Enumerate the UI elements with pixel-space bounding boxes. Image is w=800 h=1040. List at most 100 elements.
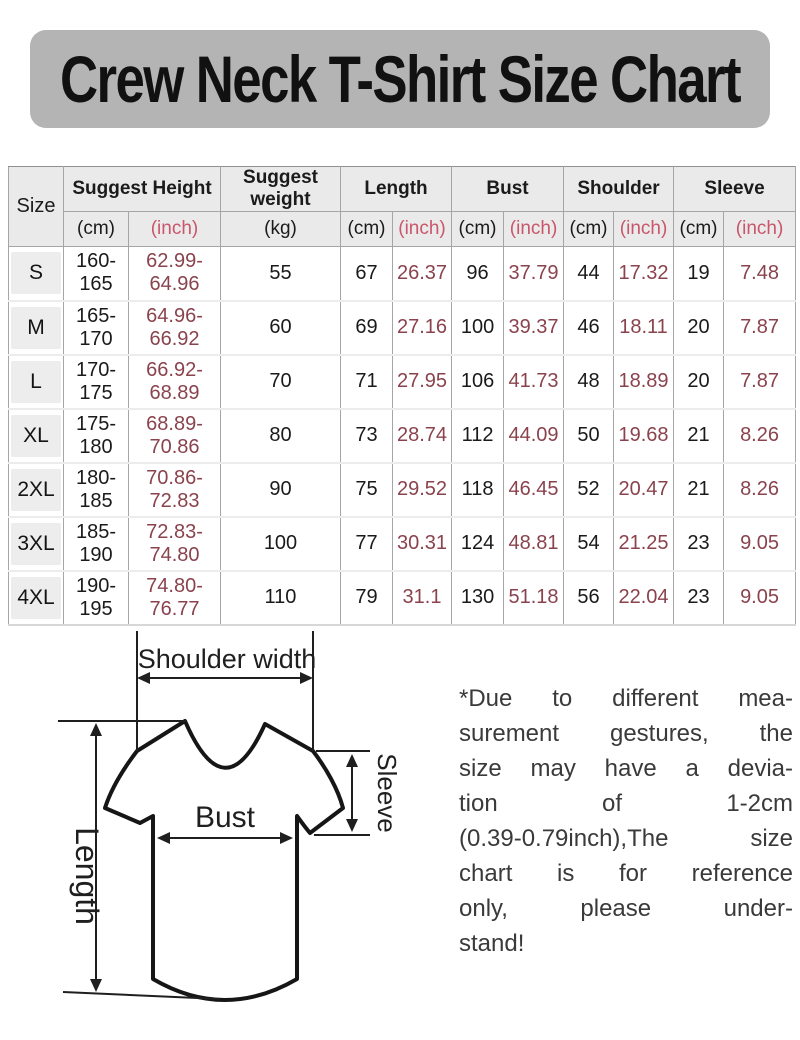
subheader-shoulder-inch: (inch) <box>613 211 675 247</box>
value-cell: 7.87 <box>723 300 797 356</box>
table-row: XL 175-180 68.89-70.86 80 73 28.74 112 44.09 50 1… <box>8 408 797 464</box>
value-cell: 18.89 <box>613 354 675 410</box>
size-label: M <box>11 306 61 349</box>
table-row: 3XL 185-190 72.83-74.80 100 77 30.31 124 48.81 5… <box>8 516 797 572</box>
subheader-length-cm: (cm) <box>340 211 393 247</box>
value-cell: 21 <box>673 462 725 518</box>
size-label: XL <box>11 414 61 457</box>
value-cell: 23 <box>673 570 725 626</box>
table-row: L 170-175 66.92-68.89 70 71 27.95 106 41.73 48 18… <box>8 354 797 410</box>
value-cell: 70 <box>220 354 341 410</box>
value-cell: 79 <box>340 570 393 626</box>
value-cell: 46.45 <box>503 462 565 518</box>
size-cell: 3XL <box>8 516 64 572</box>
shoulder-width-measure <box>136 631 314 751</box>
value-cell: 18.11 <box>613 300 675 356</box>
size-cell: 2XL <box>8 462 64 518</box>
value-cell: 68.89-70.86 <box>128 408 221 464</box>
shoulder-width-label: Shoulder width <box>138 644 317 674</box>
value-cell: 112 <box>451 408 505 464</box>
value-cell: 96 <box>451 246 505 302</box>
value-cell: 37.79 <box>503 246 565 302</box>
size-cell: S <box>8 246 64 302</box>
value-cell: 48.81 <box>503 516 565 572</box>
value-cell: 100 <box>220 516 341 572</box>
value-cell: 46 <box>563 300 615 356</box>
column-header-length: Length <box>339 166 453 212</box>
value-cell: 27.16 <box>391 300 453 356</box>
column-header-suggest-height: Suggest Height <box>63 166 221 212</box>
tshirt-measurement-diagram: Shoulder width Bust Sleeve Length <box>30 626 450 1040</box>
value-cell: 170-175 <box>63 354 129 410</box>
length-label: Length <box>69 827 105 925</box>
value-cell: 28.74 <box>391 408 453 464</box>
value-cell: 19 <box>673 246 725 302</box>
value-cell: 118 <box>451 462 505 518</box>
size-table-body: S 160-165 62.99-64.96 55 67 26.37 96 37.79 44 17.… <box>8 246 797 626</box>
value-cell: 64.96-66.92 <box>128 300 221 356</box>
note-line: tion of 1-2cm <box>459 790 793 817</box>
subheader-bust-cm: (cm) <box>451 211 505 247</box>
table-row: 4XL 190-195 74.80-76.77 110 79 31.1 130 51.18 56… <box>8 570 797 626</box>
value-cell: 80 <box>220 408 341 464</box>
value-cell: 8.26 <box>723 462 797 518</box>
value-cell: 41.73 <box>503 354 565 410</box>
value-cell: 66.92-68.89 <box>128 354 221 410</box>
length-measure <box>58 720 221 1000</box>
value-cell: 51.18 <box>503 570 565 626</box>
value-cell: 26.37 <box>391 246 453 302</box>
column-header-shoulder: Shoulder <box>563 166 675 212</box>
value-cell: 60 <box>220 300 341 356</box>
value-cell: 77 <box>340 516 393 572</box>
value-cell: 50 <box>563 408 615 464</box>
value-cell: 69 <box>340 300 393 356</box>
table-row: S 160-165 62.99-64.96 55 67 26.37 96 37.79 44 17.… <box>8 246 797 302</box>
value-cell: 130 <box>451 570 505 626</box>
size-label: 2XL <box>11 468 61 511</box>
value-cell: 27.95 <box>391 354 453 410</box>
table-header: Size Suggest Height Suggest weight Lengt… <box>8 166 797 247</box>
column-header-sleeve: Sleeve <box>673 166 797 212</box>
column-header-suggest-weight: Suggest weight <box>220 166 341 212</box>
size-label: S <box>11 252 61 295</box>
size-cell: L <box>8 354 64 410</box>
value-cell: 20 <box>673 300 725 356</box>
column-header-size: Size <box>8 166 64 247</box>
value-cell: 70.86-72.83 <box>128 462 221 518</box>
size-cell: 4XL <box>8 570 64 626</box>
value-cell: 20.47 <box>613 462 675 518</box>
size-cell: XL <box>8 408 64 464</box>
value-cell: 8.26 <box>723 408 797 464</box>
value-cell: 72.83-74.80 <box>128 516 221 572</box>
note-line: (0.39-0.79inch),The size <box>459 825 793 852</box>
value-cell: 110 <box>220 570 341 626</box>
value-cell: 44.09 <box>503 408 565 464</box>
note-line: chart is for reference <box>459 860 793 887</box>
value-cell: 62.99-64.96 <box>128 246 221 302</box>
value-cell: 48 <box>563 354 615 410</box>
column-header-bust: Bust <box>451 166 565 212</box>
subheader-sleeve-inch: (inch) <box>723 211 797 247</box>
value-cell: 106 <box>451 354 505 410</box>
note-line: only, please under- <box>459 895 793 922</box>
value-cell: 165-170 <box>63 300 129 356</box>
measurement-note: *Due to different mea- surement gestures… <box>459 681 793 961</box>
value-cell: 20 <box>673 354 725 410</box>
subheader-sleeve-cm: (cm) <box>673 211 725 247</box>
size-label: L <box>11 360 61 403</box>
value-cell: 31.1 <box>391 570 453 626</box>
title-banner: Crew Neck T-Shirt Size Chart <box>30 30 770 128</box>
value-cell: 21.25 <box>613 516 675 572</box>
value-cell: 54 <box>563 516 615 572</box>
table-row: 2XL 180-185 70.86-72.83 90 75 29.52 118 46.45 52… <box>8 462 797 518</box>
tshirt-outline <box>103 719 345 1002</box>
subheader-length-inch: (inch) <box>391 211 453 247</box>
value-cell: 52 <box>563 462 615 518</box>
tshirt-diagram-svg: Shoulder width Bust Sleeve Length <box>58 631 402 1002</box>
value-cell: 56 <box>563 570 615 626</box>
value-cell: 17.32 <box>613 246 675 302</box>
size-label: 3XL <box>11 522 61 565</box>
value-cell: 160-165 <box>63 246 129 302</box>
value-cell: 9.05 <box>723 570 797 626</box>
value-cell: 100 <box>451 300 505 356</box>
